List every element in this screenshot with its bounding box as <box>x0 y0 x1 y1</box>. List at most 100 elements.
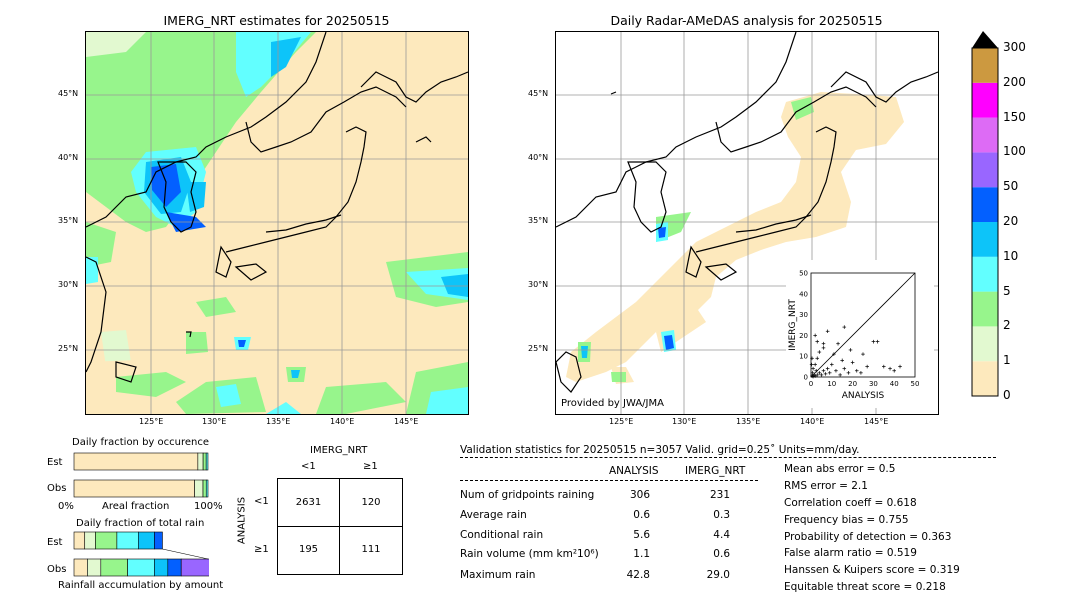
scatter-point <box>825 366 830 371</box>
colorbar-swatch <box>972 187 998 222</box>
occurrence-title: Daily fraction by occurence <box>72 437 210 448</box>
occurrence-obs-label: Obs <box>47 483 67 494</box>
scatter-point <box>848 348 853 352</box>
scatter-x-tick: 40 <box>890 380 899 388</box>
totalrain-segment <box>84 531 96 550</box>
totalrain-segment <box>180 558 209 577</box>
totalrain-segment <box>167 558 182 577</box>
scatter-point <box>842 325 847 329</box>
scatter-point <box>809 362 814 367</box>
scatter-point <box>813 374 817 378</box>
totalrain-segment <box>73 531 86 550</box>
stats-row-imerg: 4.4 <box>713 529 730 541</box>
scatter-point <box>888 366 892 371</box>
scatter-point <box>811 366 815 371</box>
scatter-point <box>815 373 820 377</box>
scatter-y-tick: 20 <box>799 332 808 340</box>
totalrain-segment <box>73 558 88 577</box>
occurrence-segment <box>205 479 209 498</box>
scatter-point <box>892 368 896 373</box>
totalrain-segment <box>154 531 163 550</box>
stats-row-label: Num of gridpoints raining <box>460 489 595 501</box>
colorbar-label: 150 <box>1003 109 1026 124</box>
stats-row-imerg: 0.6 <box>713 548 730 560</box>
stats-row-analysis: 5.6 <box>633 529 650 541</box>
colorbar-swatch <box>972 152 998 188</box>
left-map-grid <box>86 32 468 414</box>
occurrence-segment <box>73 479 195 498</box>
scatter-point <box>817 350 822 354</box>
scatter-x-tick: 0 <box>809 380 813 388</box>
scatter-point <box>834 368 838 373</box>
colorbar-label: 50 <box>1003 179 1019 194</box>
scatter-point <box>827 371 832 375</box>
scatter-point <box>810 356 814 361</box>
colorbar-swatch <box>972 48 998 83</box>
stats-row-label: Rain volume (mm km²10⁶) <box>460 548 599 560</box>
scatter-y-tick: 40 <box>799 290 808 298</box>
left-lat-label: 45°N <box>58 89 79 98</box>
totalrain-connector <box>162 548 209 560</box>
scatter-point <box>875 339 880 344</box>
scatter-point <box>825 329 830 334</box>
scatter-point <box>821 368 826 373</box>
contingency-table: 2631 120 195 111 <box>277 478 403 575</box>
stats-col-imerg: IMERG_NRT <box>685 465 746 477</box>
colorbar-swatch <box>972 117 998 153</box>
totalrain-segment <box>154 558 169 577</box>
scatter-point <box>815 356 820 361</box>
occurrence-segment <box>202 452 207 471</box>
scatter-diagonal <box>810 272 916 378</box>
stats-col-analysis: ANALYSIS <box>609 465 659 477</box>
totalrain-segment <box>138 531 155 550</box>
colorbar-label: 200 <box>1003 74 1026 89</box>
stats-row-label: Conditional rain <box>460 529 544 541</box>
scatter-point <box>813 362 817 367</box>
contingency-cell: 2631 <box>295 497 322 508</box>
totalrain-segment <box>100 558 128 577</box>
scatter-point <box>850 360 855 365</box>
contingency-row-label: ≥1 <box>254 544 269 555</box>
totalrain-bars <box>73 531 209 577</box>
occurrence-x-min: 0% <box>58 501 74 512</box>
contingency-cell: 111 <box>361 544 381 555</box>
score-corr: Correlation coeff = 0.618 <box>784 497 917 509</box>
totalrain-x-label: Rainfall accumulation by amount <box>58 580 224 591</box>
left-lat-label: 35°N <box>58 216 79 225</box>
score-ets: Equitable threat score = 0.218 <box>784 581 946 593</box>
occurrence-segment <box>205 452 209 471</box>
colorbar-swatch <box>972 256 998 292</box>
colorbar-extend-arrow <box>972 31 998 48</box>
scatter-y-tick: 10 <box>799 353 808 361</box>
contingency-title: IMERG_NRT <box>310 445 368 456</box>
stats-row-label: Maximum rain <box>460 569 536 581</box>
right-lon-label: 130°E <box>672 417 697 426</box>
scatter-point <box>840 358 844 363</box>
scatter-point <box>854 368 859 373</box>
scatter-point <box>846 371 851 375</box>
stats-row-analysis: 42.8 <box>626 569 650 581</box>
scatter-point <box>838 373 842 377</box>
left-lat-label: 40°N <box>58 153 79 162</box>
colorbar-label: 0 <box>1003 388 1011 402</box>
scatter-point <box>859 371 863 375</box>
scatter-y-tick: 50 <box>799 270 808 278</box>
right-lon-label: 125°E <box>609 417 634 426</box>
scatter-inset: 0 0 10 10 20 20 30 30 40 40 50 50 ANALYSIS IMERG_NRT <box>786 260 934 408</box>
scatter-point <box>898 364 902 369</box>
scatter-plot: 00 10 10 20 20 30 30 40 40 50 50 ANALYSIS IMERG_NRT <box>788 270 919 402</box>
occurrence-x-label: Areal fraction <box>102 501 170 512</box>
score-rmse: RMS error = 2.1 <box>784 480 868 492</box>
left-lon-label: 135°E <box>266 417 291 426</box>
scatter-x-tick: 30 <box>869 380 878 388</box>
right-lat-label: 30°N <box>528 280 549 289</box>
occurrence-segment <box>197 452 204 471</box>
scatter-point <box>842 366 847 371</box>
left-map-rain <box>86 32 468 414</box>
left-lat-label: 30°N <box>58 280 79 289</box>
occurrence-bars <box>73 452 209 498</box>
left-lon-label: 145°E <box>394 417 419 426</box>
colorbar-swatch <box>972 291 998 327</box>
totalrain-obs-label: Obs <box>47 564 67 575</box>
colorbar-label: 300 <box>1003 40 1026 54</box>
